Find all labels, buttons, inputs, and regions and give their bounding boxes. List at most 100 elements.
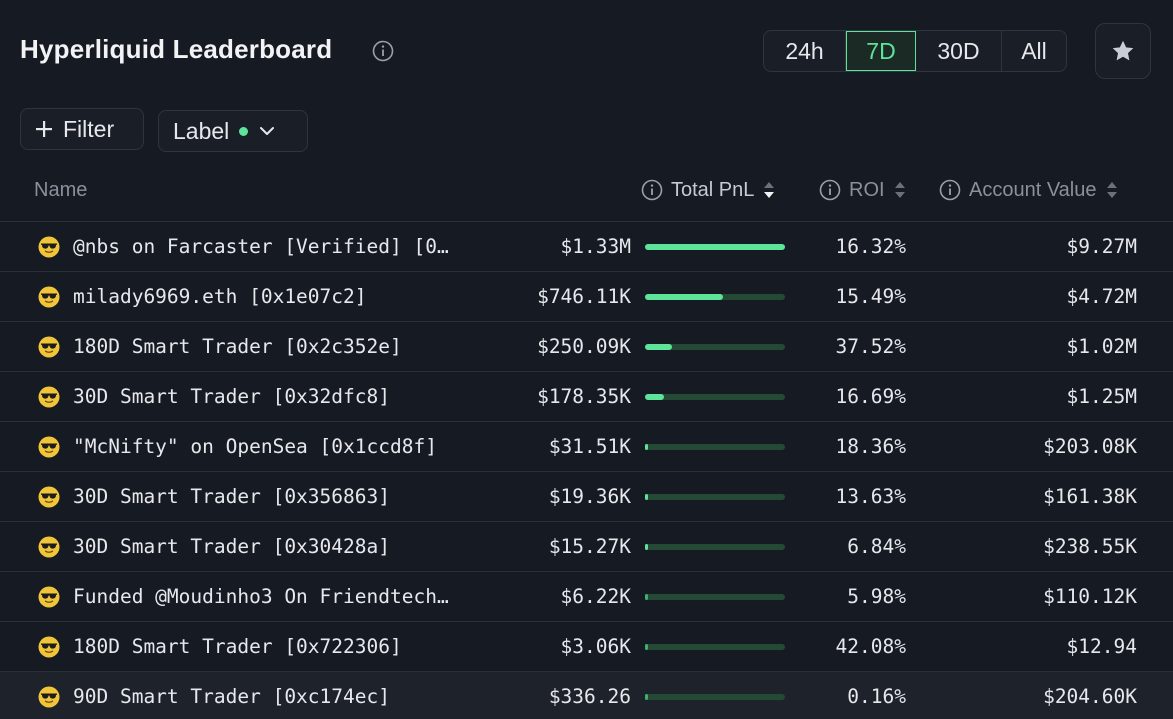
- filter-button[interactable]: Filter: [20, 108, 144, 150]
- total-pnl-value: $3.06K: [560, 635, 631, 658]
- label-dropdown-label: Label: [173, 117, 230, 144]
- pnl-bar-fill: [645, 644, 648, 650]
- sunglasses-emoji-icon: [38, 386, 60, 408]
- total-pnl-value: $250.09K: [537, 335, 631, 358]
- pnl-bar-fill: [645, 494, 648, 500]
- total-pnl-value: $1.33M: [560, 235, 631, 258]
- table-row[interactable]: @nbs on Farcaster [Verified] [0… $1.33M 16…: [0, 221, 1173, 271]
- plus-icon: [36, 121, 52, 137]
- total-pnl-value: $31.51K: [548, 435, 631, 458]
- period-all-button[interactable]: All: [1021, 37, 1047, 64]
- pnl-bar: [645, 644, 785, 650]
- sunglasses-emoji-icon: [38, 586, 60, 608]
- account-value: $12.94: [1066, 635, 1137, 658]
- pnl-bar: [645, 544, 785, 550]
- pnl-bar-fill: [645, 694, 648, 700]
- table-row[interactable]: "McNifty" on OpenSea [0x1ccd8f] $31.51K 18…: [0, 421, 1173, 471]
- active-indicator-dot: [239, 126, 249, 136]
- star-icon: [1112, 40, 1134, 61]
- trader-name[interactable]: 180D Smart Trader [0x722306]: [73, 635, 402, 658]
- trader-name[interactable]: Funded @Moudinho3 On Friendtech…: [73, 585, 449, 608]
- pnl-bar-fill: [645, 344, 672, 350]
- roi-value: 18.36%: [835, 435, 906, 458]
- sort-desc-icon: [764, 182, 775, 198]
- pnl-bar-fill: [645, 394, 664, 400]
- table-row[interactable]: 30D Smart Trader [0x32dfc8] $178.35K 16.69…: [0, 371, 1173, 421]
- pnl-bar-fill: [645, 444, 649, 450]
- column-header-account-value[interactable]: Account Value: [939, 170, 1119, 210]
- page-title: Hyperliquid Leaderboard: [20, 34, 333, 64]
- roi-value: 13.63%: [835, 485, 906, 508]
- sunglasses-emoji-icon: [38, 336, 60, 358]
- total-pnl-value: $746.11K: [537, 285, 631, 308]
- filter-button-label: Filter: [63, 115, 115, 142]
- sunglasses-emoji-icon: [38, 486, 60, 508]
- favorite-button[interactable]: [1095, 23, 1151, 79]
- trader-name[interactable]: 30D Smart Trader [0x30428a]: [73, 535, 390, 558]
- period-7d-button[interactable]: 7D: [846, 31, 916, 71]
- period-30d-button[interactable]: 30D: [916, 31, 1002, 71]
- sunglasses-emoji-icon: [38, 686, 60, 708]
- trader-name[interactable]: 30D Smart Trader [0x32dfc8]: [73, 385, 390, 408]
- table-row[interactable]: 30D Smart Trader [0x30428a] $15.27K 6.84% $…: [0, 521, 1173, 571]
- account-value: $1.02M: [1066, 335, 1137, 358]
- info-icon: [641, 179, 663, 201]
- trader-name[interactable]: 180D Smart Trader [0x2c352e]: [73, 335, 402, 358]
- sunglasses-emoji-icon: [38, 436, 60, 458]
- pnl-bar: [645, 694, 785, 700]
- pnl-bar: [645, 344, 785, 350]
- table-row[interactable]: 180D Smart Trader [0x722306] $3.06K 42.08%…: [0, 621, 1173, 671]
- table-row[interactable]: milady6969.eth [0x1e07c2] $746.11K 15.49% $…: [0, 271, 1173, 321]
- total-pnl-value: $6.22K: [560, 585, 631, 608]
- page-header: Hyperliquid Leaderboard 24h 7D 30D All: [0, 0, 1173, 100]
- roi-value: 16.32%: [835, 235, 906, 258]
- roi-value: 42.08%: [835, 635, 906, 658]
- account-value: $161.38K: [1043, 485, 1137, 508]
- account-value: $1.25M: [1066, 385, 1137, 408]
- column-header-name-label: Name: [34, 178, 88, 201]
- period-selector: 24h 7D 30D All: [763, 30, 1067, 72]
- table-row[interactable]: 90D Smart Trader [0xc174ec] $336.26 0.16% $…: [0, 671, 1173, 719]
- trader-name[interactable]: 30D Smart Trader [0x356863]: [73, 485, 390, 508]
- column-header-total-pnl-label: Total PnL: [671, 178, 755, 201]
- pnl-bar: [645, 444, 785, 450]
- account-value: $9.27M: [1066, 235, 1137, 258]
- column-header-roi[interactable]: ROI: [819, 170, 907, 210]
- pnl-bar: [645, 494, 785, 500]
- pnl-bar-fill: [645, 244, 785, 250]
- table-row[interactable]: Funded @Moudinho3 On Friendtech… $6.22K 5.…: [0, 571, 1173, 621]
- info-icon: [819, 179, 841, 201]
- account-value: $110.12K: [1043, 585, 1137, 608]
- total-pnl-value: $15.27K: [548, 535, 631, 558]
- roi-value: 6.84%: [847, 535, 906, 558]
- pnl-bar: [645, 394, 785, 400]
- trader-name[interactable]: milady6969.eth [0x1e07c2]: [73, 285, 367, 308]
- period-24h-button[interactable]: 24h: [764, 31, 846, 71]
- pnl-bar: [645, 244, 785, 250]
- label-dropdown[interactable]: Label: [158, 110, 308, 152]
- trader-name[interactable]: 90D Smart Trader [0xc174ec]: [73, 685, 390, 708]
- roi-value: 15.49%: [835, 285, 906, 308]
- roi-value: 0.16%: [847, 685, 906, 708]
- sunglasses-emoji-icon: [38, 636, 60, 658]
- table-row[interactable]: 180D Smart Trader [0x2c352e] $250.09K 37.5…: [0, 321, 1173, 371]
- account-value: $203.08K: [1043, 435, 1137, 458]
- chevron-down-icon: [260, 127, 275, 135]
- info-icon: [939, 179, 961, 201]
- total-pnl-value: $336.26: [548, 685, 631, 708]
- roi-value: 16.69%: [835, 385, 906, 408]
- pnl-bar: [645, 594, 785, 600]
- column-header-total-pnl[interactable]: Total PnL: [641, 170, 776, 210]
- column-header-roi-label: ROI: [849, 178, 885, 201]
- pnl-bar-fill: [645, 544, 648, 550]
- sort-icon: [1106, 182, 1117, 198]
- info-icon[interactable]: [372, 40, 394, 62]
- table-row[interactable]: 30D Smart Trader [0x356863] $19.36K 13.63%…: [0, 471, 1173, 521]
- pnl-bar: [645, 294, 785, 300]
- trader-name[interactable]: @nbs on Farcaster [Verified] [0…: [73, 235, 449, 258]
- pnl-bar-fill: [645, 294, 724, 300]
- leaderboard-table: @nbs on Farcaster [Verified] [0… $1.33M 16…: [0, 221, 1173, 719]
- trader-name[interactable]: "McNifty" on OpenSea [0x1ccd8f]: [73, 435, 437, 458]
- column-header-account-value-label: Account Value: [969, 178, 1097, 201]
- account-value: $204.60K: [1043, 685, 1137, 708]
